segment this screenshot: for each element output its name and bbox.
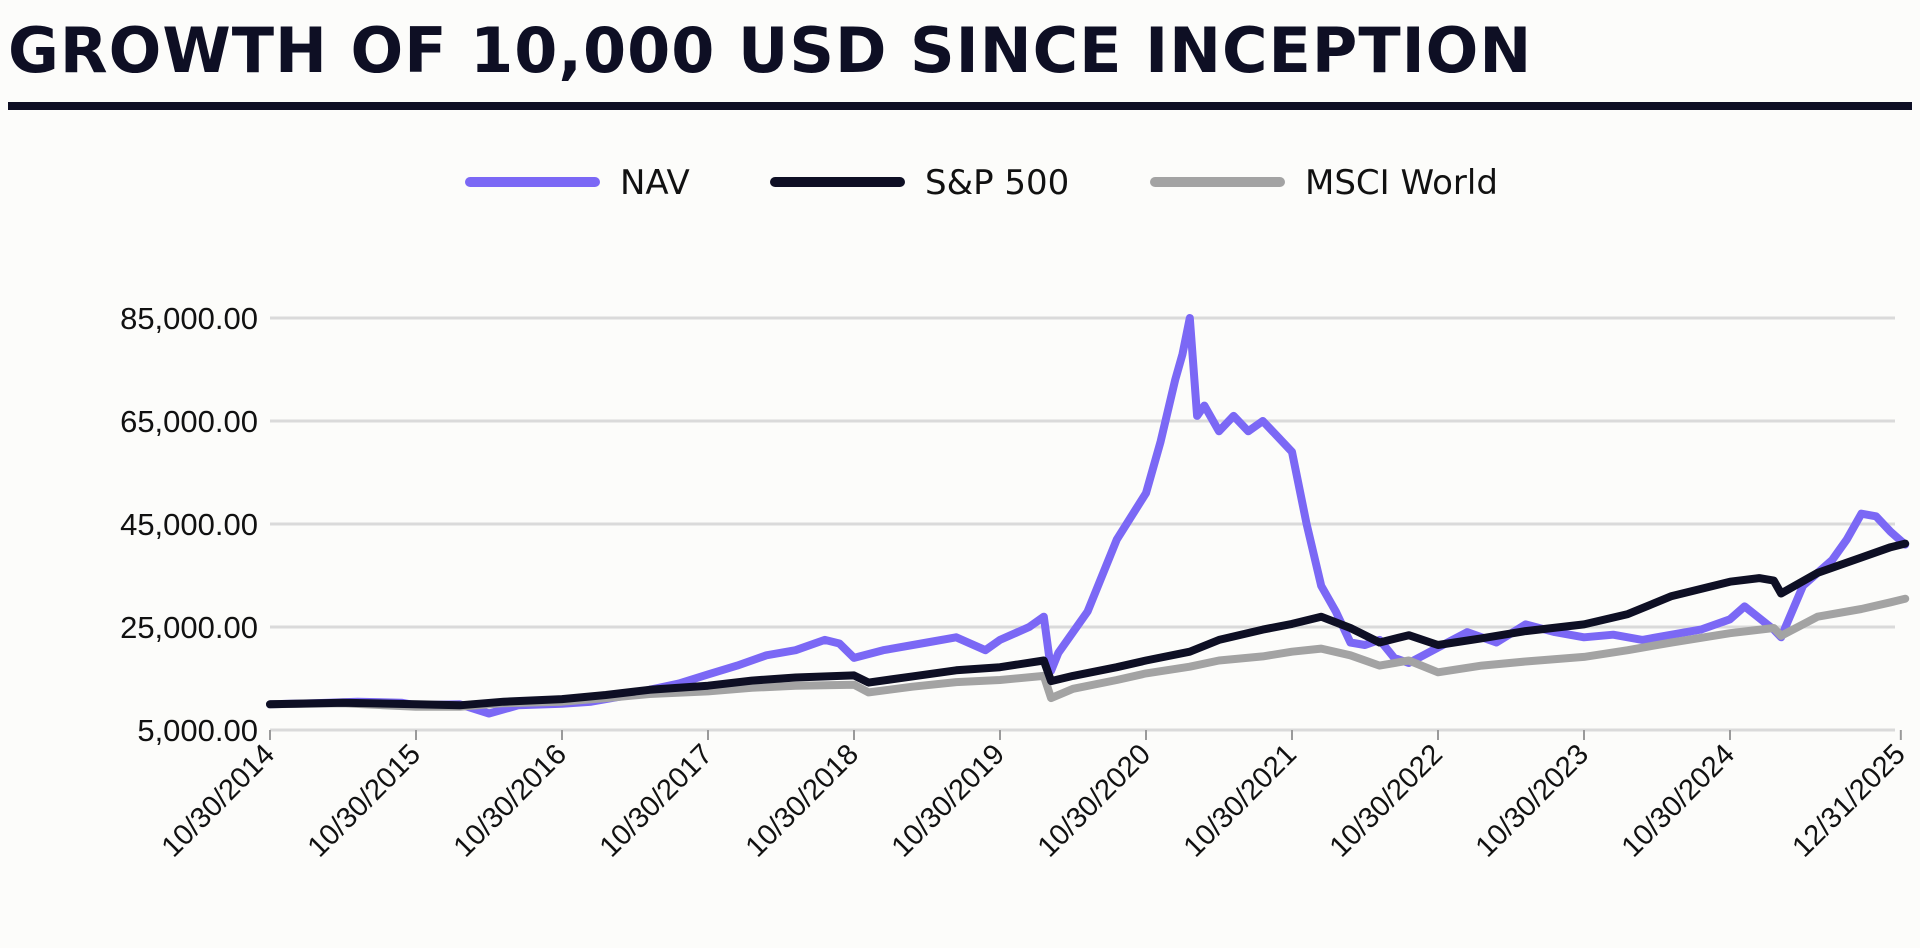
x-tick-label: 10/30/2017: [594, 738, 719, 863]
series-lines: [266, 314, 1910, 718]
legend-label-0: NAV: [620, 163, 690, 203]
x-tick-label: 10/30/2014: [156, 738, 281, 863]
y-tick-label: 85,000.00: [120, 301, 258, 336]
x-tick-label: 10/30/2019: [886, 738, 1011, 863]
gridlines: [270, 316, 1895, 629]
x-tick-label: 10/30/2021: [1178, 738, 1303, 863]
title-underline: [8, 102, 1912, 110]
y-axis-ticks: 85,000.00 65,000.00 45,000.00 25,000.00 5,00…: [120, 301, 258, 748]
y-tick-label: 5,000.00: [137, 713, 258, 748]
growth-chart: NAV S&P 500 MSCI World 85,000.00 65,000.00 4…: [120, 163, 1912, 864]
chart-title: GROWTH OF 10,000 USD SINCE INCEPTION: [8, 14, 1533, 87]
x-tick-label: 10/30/2015: [302, 738, 427, 863]
y-tick-label: 25,000.00: [120, 610, 258, 645]
nav-line: [266, 314, 1910, 718]
x-tick-label: 10/30/2016: [448, 738, 573, 863]
x-tick-label: 10/30/2018: [740, 738, 865, 863]
legend-label-2: MSCI World: [1305, 163, 1498, 203]
y-tick-label: 65,000.00: [120, 404, 258, 439]
x-tick-label: 10/30/2024: [1616, 738, 1741, 863]
legend-label-1: S&P 500: [925, 163, 1069, 203]
x-tick-label: 10/30/2023: [1470, 738, 1595, 863]
x-tick-label: 12/31/2025: [1787, 738, 1912, 863]
legend: NAV S&P 500 MSCI World: [465, 163, 1498, 203]
x-axis: 10/30/2014 10/30/2015 10/30/2016 10/30/2017…: [156, 728, 1912, 864]
y-tick-label: 45,000.00: [120, 507, 258, 542]
sp500-line: [266, 539, 1910, 710]
x-tick-label: 10/30/2020: [1032, 738, 1157, 863]
x-tick-label: 10/30/2022: [1324, 738, 1449, 863]
